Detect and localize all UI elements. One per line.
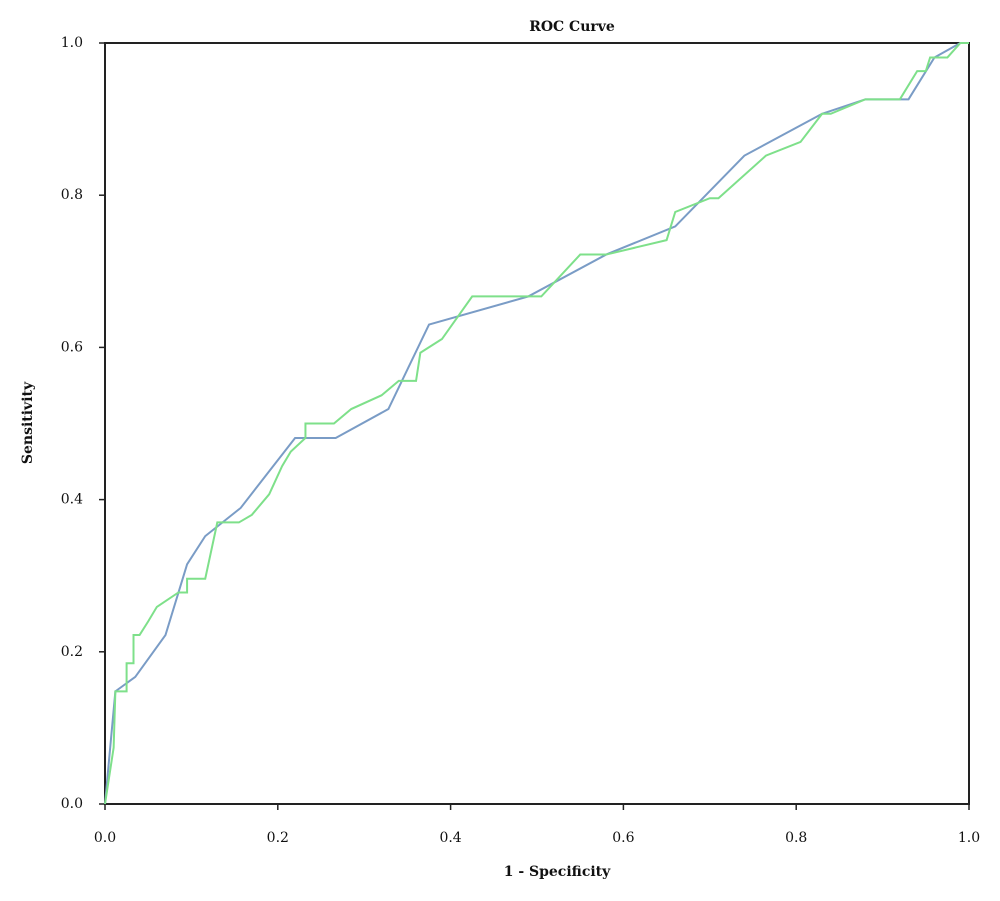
x-tick-label: 1.0	[958, 830, 980, 846]
y-tick-label: 0.0	[61, 796, 83, 812]
plot-frame	[104, 42, 970, 805]
y-axis-label: Sensitivity	[20, 381, 36, 464]
y-tick-label: 1.0	[61, 35, 83, 51]
y-tick-label: 0.2	[61, 644, 83, 660]
roc-line	[104, 42, 969, 805]
x-tick-label: 0.0	[94, 830, 116, 846]
x-tick-label: 0.6	[612, 830, 634, 846]
y-tick-label: 0.6	[61, 339, 83, 355]
x-tick-label: 0.2	[267, 830, 289, 846]
chart-title: ROC Curve	[529, 19, 615, 35]
x-axis-label: 1 - Specificity	[504, 864, 611, 880]
x-tick-label: 0.4	[439, 830, 461, 846]
y-tick-label: 0.8	[61, 187, 83, 203]
roc-line	[104, 42, 969, 805]
x-tick-label: 0.8	[785, 830, 807, 846]
y-tick-label: 0.4	[61, 492, 83, 508]
